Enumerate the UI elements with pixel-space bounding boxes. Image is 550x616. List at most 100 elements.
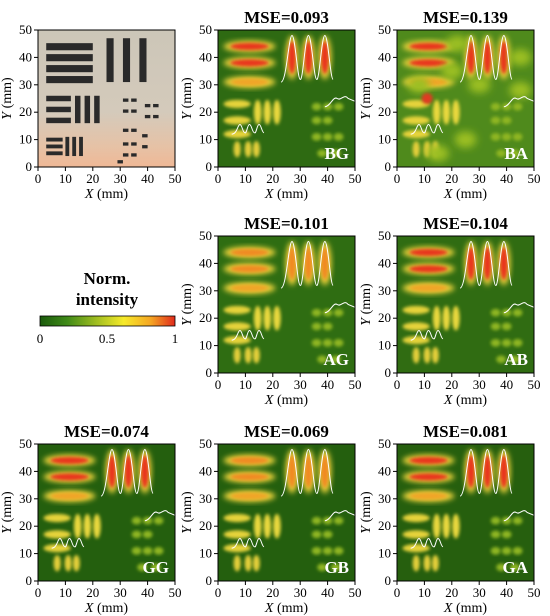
target-fine-mark — [117, 160, 123, 164]
x-axis-label: X (mm) — [264, 393, 309, 408]
x-tick-label: 20 — [266, 585, 279, 600]
y-tick-label: 0 — [385, 365, 392, 380]
y-tick-label: 40 — [378, 255, 391, 270]
intensity-spot — [322, 102, 333, 111]
heatmap-image — [38, 444, 175, 581]
intensity-spot — [311, 547, 322, 555]
target-fine-mark — [122, 128, 129, 132]
y-tick-label: 40 — [199, 49, 212, 64]
intensity-spot — [50, 473, 89, 481]
x-tick-label: 20 — [445, 585, 458, 600]
intensity-spot — [72, 554, 80, 572]
intensity-spot — [142, 530, 153, 539]
y-axis-unit: (mm) — [180, 77, 195, 112]
x-tick-label: 40 — [141, 171, 154, 186]
intensity-spot — [223, 116, 251, 125]
plot-frame — [217, 235, 356, 374]
intensity-spot — [500, 40, 508, 74]
y-axis-label: Y (mm) — [0, 491, 15, 534]
target-bar — [65, 136, 70, 157]
target-bar — [72, 136, 77, 157]
profile-curve — [324, 302, 355, 314]
profile-curve — [410, 538, 444, 549]
y-tick-label: 30 — [19, 77, 32, 92]
intensity-spot — [230, 248, 269, 257]
intensity-spot — [223, 99, 251, 109]
x-tick-label: 10 — [59, 171, 72, 186]
y-axis-label: Y (mm) — [359, 283, 374, 326]
intensity-spot — [501, 530, 512, 539]
intensity-spot — [333, 308, 344, 317]
x-axis-label: X (mm) — [443, 393, 488, 408]
x-tick-label: 20 — [266, 377, 279, 392]
mse-label: MSE=0.093 — [244, 8, 329, 27]
y-axis-symbol: Y — [180, 524, 195, 534]
intensity-spot — [311, 530, 322, 539]
profile-curve — [503, 96, 534, 108]
intensity-spot — [409, 59, 448, 67]
x-tick-label: 50 — [349, 377, 362, 392]
colorbar-tick-mid: 0.5 — [99, 331, 115, 346]
intensity-spot — [490, 547, 501, 555]
intensity-spot — [412, 554, 420, 572]
intensity-spot — [330, 355, 341, 364]
intensity-spot — [512, 308, 523, 317]
plot-frame — [37, 29, 176, 168]
x-tick-label: 30 — [473, 585, 486, 600]
intensity-spot — [317, 355, 328, 364]
target-fine-mark — [131, 109, 137, 113]
intensity-spot — [490, 133, 501, 141]
intensity-spot — [409, 492, 448, 500]
y-axis-symbol: Y — [0, 110, 15, 120]
x-axis-symbol: X — [443, 601, 453, 616]
y-axis-unit: (mm) — [0, 491, 15, 526]
y-axis-unit: (mm) — [359, 491, 374, 526]
target-fine-mark — [142, 134, 148, 138]
target-fine-mark — [144, 114, 151, 119]
target-bar — [46, 54, 93, 62]
x-tick-label: 10 — [59, 585, 72, 600]
y-tick-label: 20 — [199, 310, 212, 325]
profile-curve — [324, 96, 355, 108]
intensity-spot — [311, 116, 322, 125]
intensity-spot — [43, 530, 71, 539]
intensity-spot — [321, 246, 329, 280]
plot-frame — [37, 443, 176, 582]
x-axis-symbol: X — [443, 187, 453, 202]
intensity-spot — [409, 473, 448, 481]
intensity-spot — [467, 40, 475, 74]
target-fine-mark — [153, 114, 159, 119]
intensity-spot — [322, 322, 333, 331]
x-tick-label: 50 — [169, 585, 182, 600]
intensity-spot — [512, 102, 523, 111]
target-bar — [46, 95, 71, 102]
intensity-spot — [490, 339, 501, 347]
intensity-spot — [509, 149, 520, 158]
x-tick-label: 50 — [528, 171, 541, 186]
target-bar — [94, 95, 100, 124]
intensity-spot — [490, 102, 501, 111]
intensity-spot — [333, 339, 344, 347]
intensity-spot — [501, 322, 512, 331]
intensity-spot — [244, 346, 252, 364]
intensity-spot — [509, 82, 532, 99]
x-axis-unit: (mm) — [452, 601, 487, 616]
y-tick-label: 40 — [199, 463, 212, 478]
plot-frame — [396, 29, 535, 168]
x-axis-label: X (mm) — [84, 187, 129, 202]
intensity-spot — [333, 102, 344, 111]
x-axis-label: X (mm) — [264, 601, 309, 616]
y-axis-symbol: Y — [180, 316, 195, 326]
intensity-spot — [402, 305, 430, 315]
y-axis-unit: (mm) — [359, 77, 374, 112]
plot-frame — [217, 29, 356, 168]
intensity-spot — [83, 513, 92, 539]
intensity-spot — [409, 284, 448, 292]
x-axis-unit: (mm) — [93, 187, 128, 202]
target-fine-mark — [122, 109, 129, 113]
y-axis-label: Y (mm) — [180, 491, 195, 534]
